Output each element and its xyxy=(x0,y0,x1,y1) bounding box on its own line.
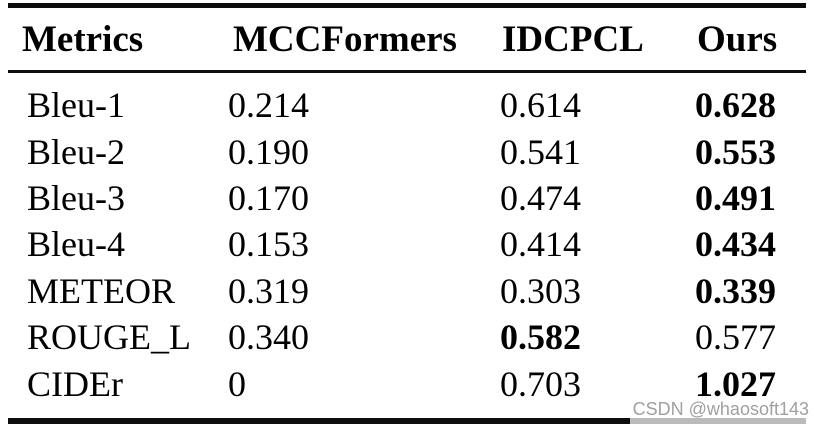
cell-metric: ROUGE_L xyxy=(27,317,191,358)
cell-idcpcl-value: 0.614 xyxy=(500,85,581,126)
cell-ours-value: 1.027 xyxy=(695,363,776,404)
cell-ours-value: 0.339 xyxy=(695,270,776,311)
cell-idcpcl-value: 0.474 xyxy=(500,177,581,218)
cell-mccformers-value: 0.214 xyxy=(228,85,309,126)
cell-mccformers-value: 0.340 xyxy=(228,317,309,358)
cell-mccformers-value: 0.319 xyxy=(228,270,309,311)
cell-metric: METEOR xyxy=(27,270,175,311)
cell-idcpcl-value: 0.703 xyxy=(500,363,581,404)
header-idcpcl: IDCPCL xyxy=(502,19,644,60)
header-ours: Ours xyxy=(697,19,778,60)
header-mccformers: MCCFormers xyxy=(233,19,457,60)
cell-ours-value: 0.491 xyxy=(695,177,776,218)
cell-metric: Bleu-2 xyxy=(27,131,125,172)
cell-idcpcl-value: 0.541 xyxy=(500,131,581,172)
cell-mccformers-value: 0.170 xyxy=(228,177,309,218)
header-metrics: Metrics xyxy=(22,19,144,60)
cell-metric: Bleu-1 xyxy=(27,85,125,126)
cell-ours-value: 0.553 xyxy=(695,131,776,172)
cell-ours-value: 0.628 xyxy=(695,85,776,126)
cell-idcpcl-value: 0.582 xyxy=(500,317,581,358)
table-header-row: Metrics MCCFormers IDCPCL Ours xyxy=(22,18,806,62)
cell-metric: Bleu-3 xyxy=(27,177,125,218)
cell-metric: Bleu-4 xyxy=(27,224,125,265)
table-rule-top xyxy=(8,3,806,8)
table-body: Bleu-1 0.214 0.614 0.628 Bleu-2 0.190 0.… xyxy=(27,82,806,407)
cell-idcpcl-value: 0.303 xyxy=(500,270,581,311)
cell-mccformers-value: 0.190 xyxy=(228,131,309,172)
cell-ours-value: 0.577 xyxy=(695,317,776,358)
table-rule-bottom xyxy=(8,418,806,424)
cell-mccformers-value: 0 xyxy=(228,363,246,404)
cell-ours-value: 0.434 xyxy=(695,224,776,265)
cell-metric: CIDEr xyxy=(27,363,123,404)
table-rule-header-separator xyxy=(8,70,806,73)
watermark-text: CSDN @whaosoft143 xyxy=(629,400,812,426)
cell-idcpcl-value: 0.414 xyxy=(500,224,581,265)
cell-mccformers-value: 0.153 xyxy=(228,224,309,265)
